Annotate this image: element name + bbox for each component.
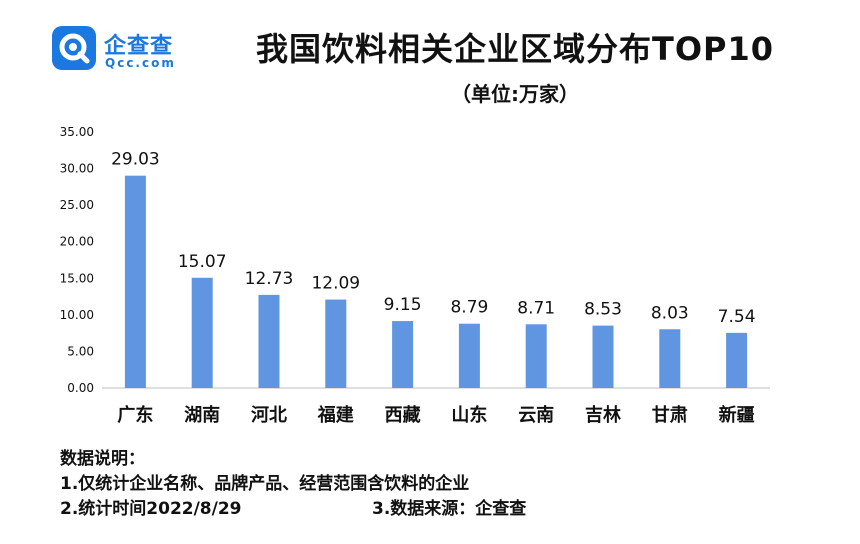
x-tick-label: 河北 [251,405,287,426]
x-tick-label: 广东 [117,404,153,426]
x-tick-label: 山东 [451,404,487,426]
x-tick-label: 甘肃 [652,404,688,426]
chart-title: 我国饮料相关企业区域分布TOP10 [255,30,775,68]
bar [325,299,347,388]
bar [258,294,280,388]
y-tick-label: 15.00 [60,271,94,285]
data-label: 8.79 [450,298,488,318]
x-tick-label: 吉林 [585,404,621,426]
note-line-3: 3.数据来源：企查查 [372,499,527,519]
y-tick-label: 30.00 [60,162,94,176]
y-tick-label: 5.00 [67,344,94,358]
data-label: 7.54 [718,307,756,327]
data-notes: 数据说明： 1.仅统计企业名称、品牌产品、经营范围含饮料的企业 2.统计时间20… [60,447,526,522]
y-tick-label: 35.00 [60,125,94,139]
data-label: 9.15 [384,295,422,315]
x-tick-label: 新疆 [719,404,755,426]
x-tick-label: 西藏 [385,405,421,426]
magnifier-q-icon [52,26,96,70]
data-label: 12.09 [311,274,360,294]
bar [592,325,614,388]
data-label: 8.53 [584,300,622,320]
data-label: 8.71 [517,298,555,318]
data-label: 8.03 [651,303,689,323]
y-tick-label: 10.00 [60,308,94,322]
data-label: 12.73 [245,269,294,289]
x-tick-label: 云南 [518,404,554,426]
y-tick-label: 25.00 [60,198,94,212]
notes-heading: 数据说明： [60,449,145,469]
bar [659,329,681,388]
note-line-2: 2.统计时间2022/8/29 [60,499,242,519]
bar [458,323,480,388]
x-tick-label: 福建 [317,404,354,426]
bar [191,277,213,388]
logo-brand-cn: 企查查 [104,34,174,59]
y-tick-label: 20.00 [60,235,94,249]
qcc-logo: 企查查 Qcc.com [52,26,202,76]
bar [124,175,146,388]
unit-label: （单位:万家） [451,82,579,106]
note-line-1: 1.仅统计企业名称、品牌产品、经营范围含饮料的企业 [60,474,470,494]
bar [525,324,547,388]
data-label: 15.07 [178,252,227,272]
x-tick-label: 湖南 [184,404,220,426]
y-tick-label: 0.00 [67,381,94,395]
bar [726,332,748,388]
bar [392,321,414,388]
logo-brand-en: Qcc.com [105,56,176,70]
data-label: 29.03 [111,150,160,170]
